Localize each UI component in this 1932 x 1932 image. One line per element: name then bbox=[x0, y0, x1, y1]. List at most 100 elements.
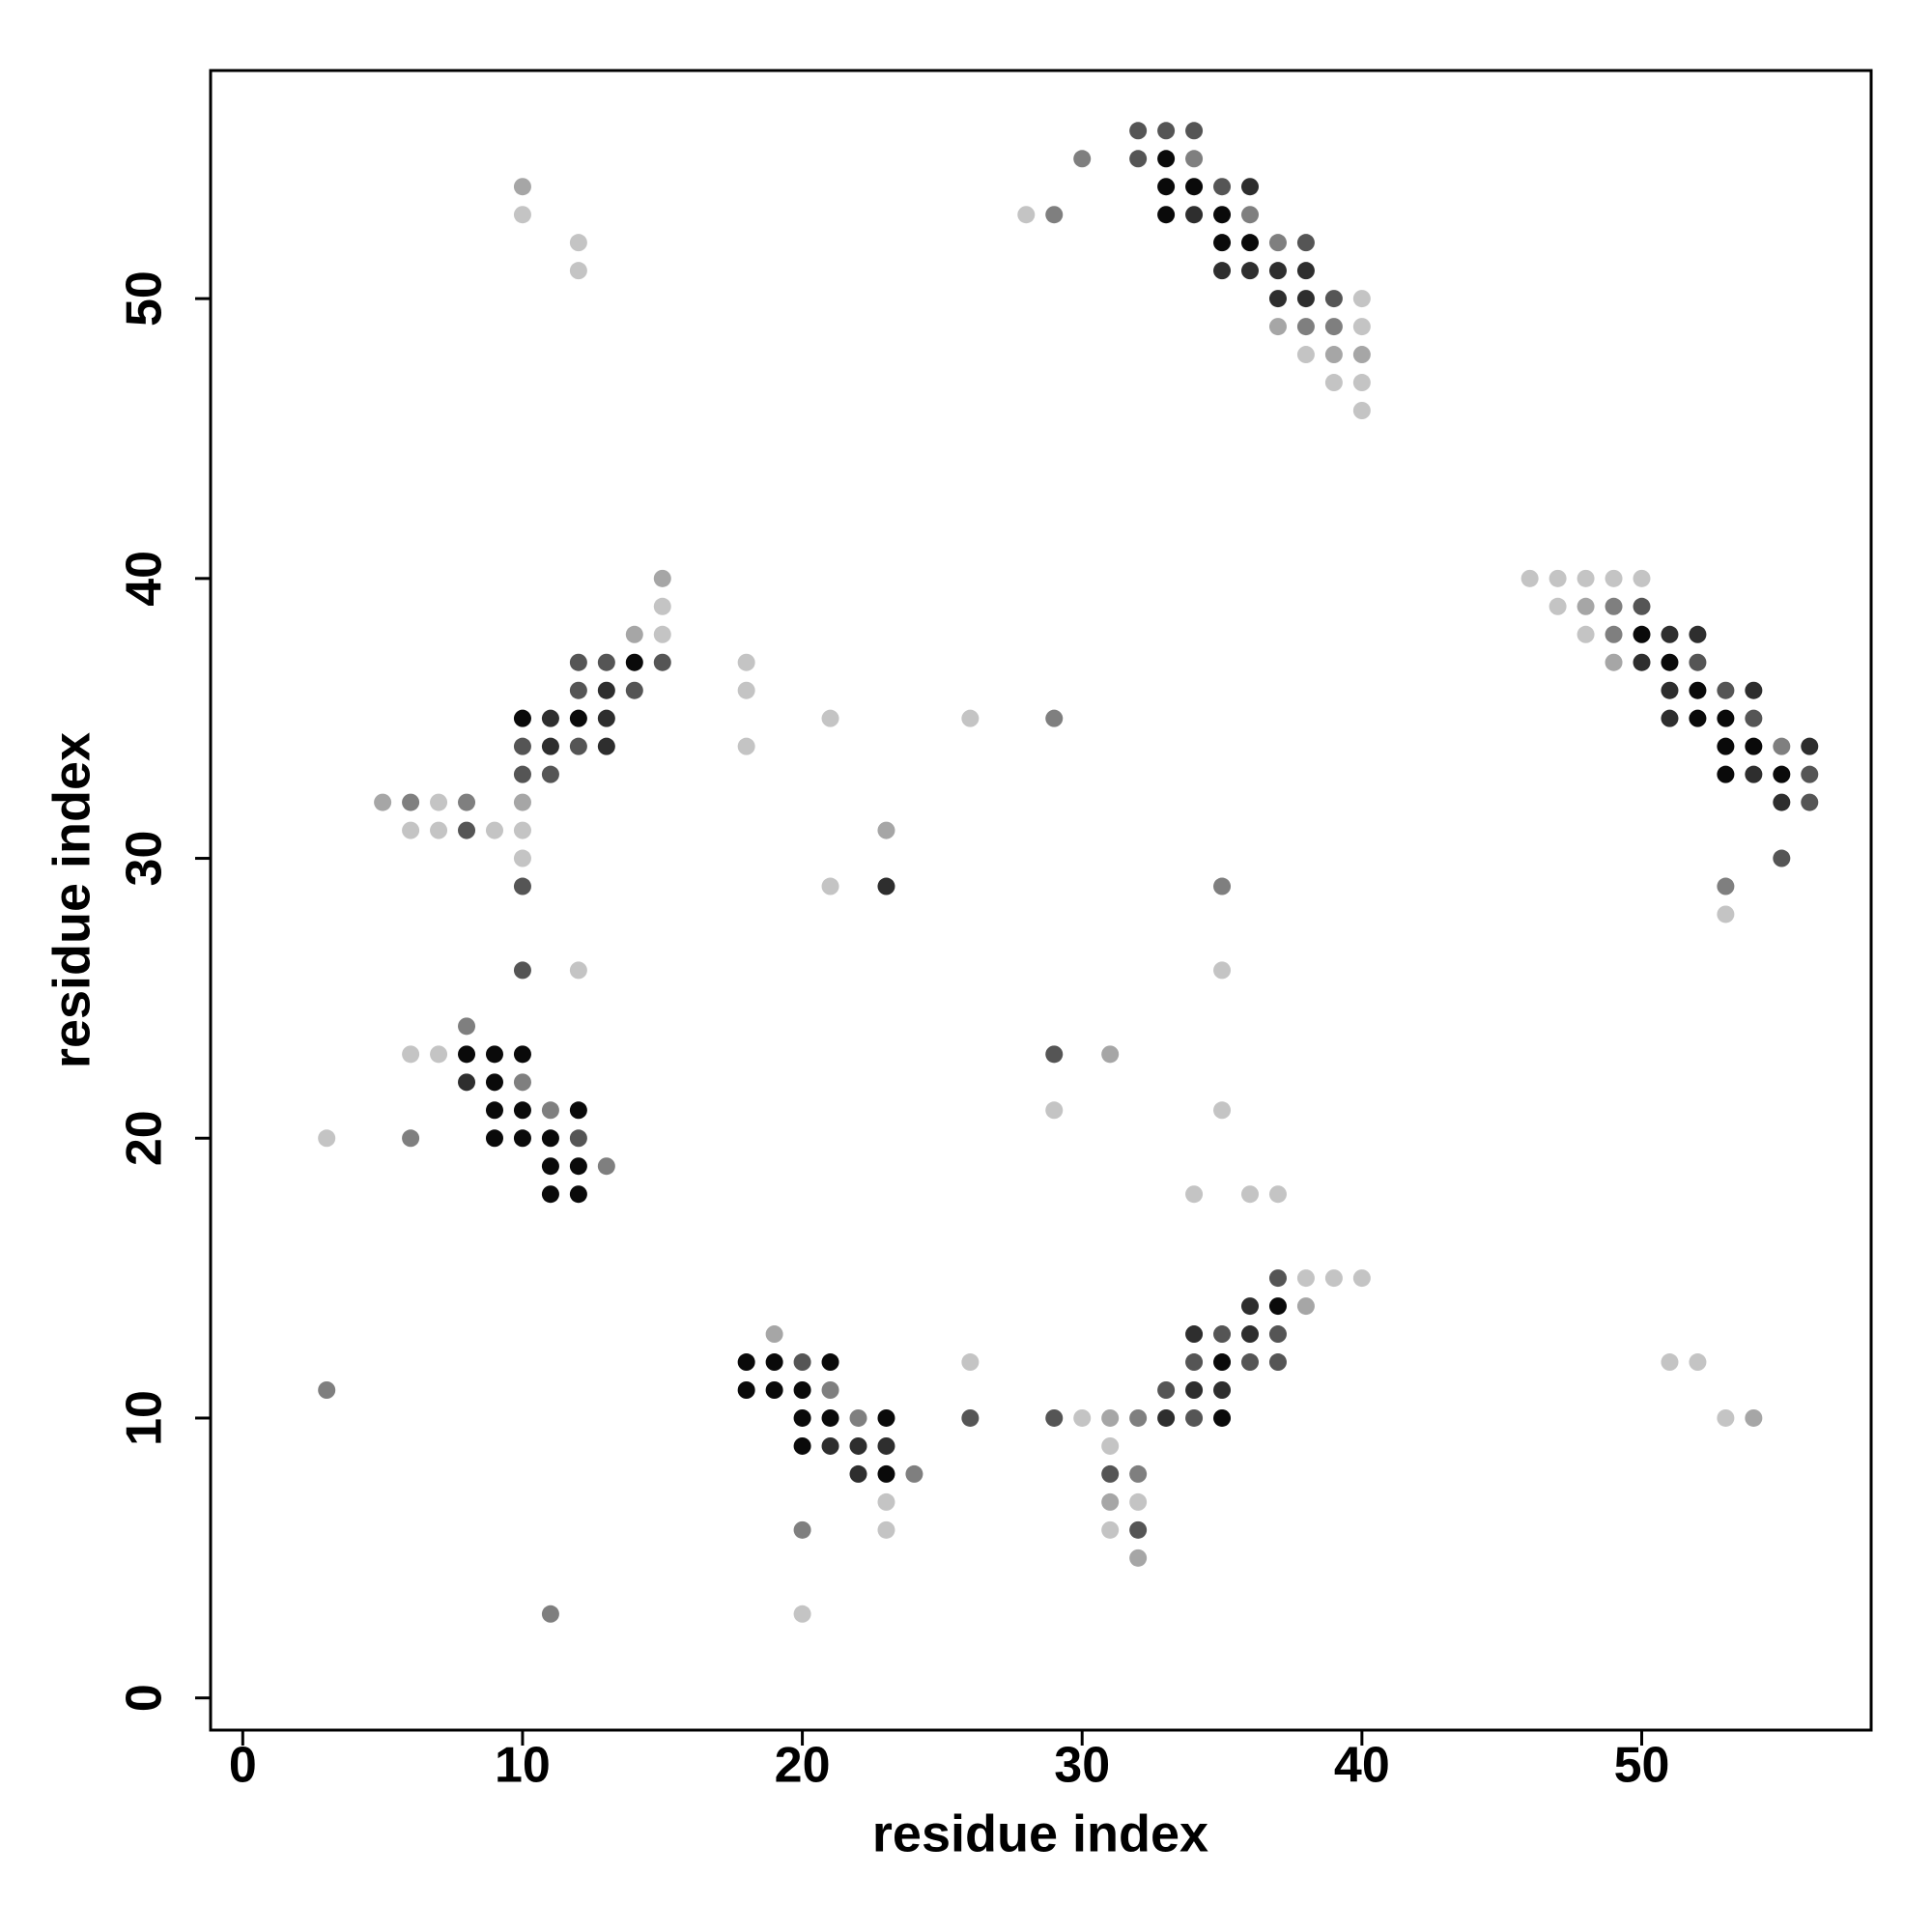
point bbox=[821, 1408, 839, 1427]
point bbox=[1213, 961, 1232, 980]
y-tick-label: 40 bbox=[117, 551, 173, 607]
point bbox=[737, 737, 755, 755]
point bbox=[653, 597, 671, 615]
point bbox=[569, 737, 587, 755]
point bbox=[541, 1101, 559, 1120]
point bbox=[1577, 625, 1595, 643]
point bbox=[513, 961, 531, 980]
point bbox=[541, 1185, 559, 1204]
point bbox=[1185, 178, 1204, 196]
point bbox=[1773, 793, 1791, 811]
y-tick-label: 30 bbox=[117, 831, 173, 887]
point bbox=[541, 737, 559, 755]
point bbox=[402, 821, 420, 839]
point bbox=[653, 625, 671, 643]
point bbox=[569, 234, 587, 252]
point bbox=[1296, 262, 1315, 280]
point bbox=[1241, 234, 1260, 252]
point bbox=[513, 821, 531, 839]
point bbox=[485, 1129, 503, 1148]
point bbox=[430, 793, 448, 811]
point bbox=[653, 569, 671, 587]
point bbox=[569, 961, 587, 980]
point bbox=[737, 1380, 755, 1399]
point bbox=[1717, 1408, 1735, 1427]
point bbox=[597, 737, 615, 755]
point bbox=[821, 877, 839, 895]
point bbox=[1296, 318, 1315, 336]
point bbox=[513, 849, 531, 867]
x-tick-label: 30 bbox=[1054, 1738, 1110, 1794]
y-tick-label: 20 bbox=[117, 1110, 173, 1166]
point bbox=[1268, 1325, 1287, 1344]
point bbox=[1717, 681, 1735, 699]
x-tick-label: 0 bbox=[229, 1738, 257, 1794]
point bbox=[1548, 597, 1567, 615]
x-tick-label: 40 bbox=[1334, 1738, 1390, 1794]
point bbox=[793, 1353, 811, 1372]
point bbox=[793, 1380, 811, 1399]
point bbox=[318, 1380, 336, 1399]
point bbox=[1717, 709, 1735, 727]
point bbox=[569, 709, 587, 727]
x-tick-label: 50 bbox=[1614, 1738, 1670, 1794]
point bbox=[793, 1605, 811, 1623]
point bbox=[1213, 234, 1232, 252]
point bbox=[374, 793, 392, 811]
point bbox=[1268, 1297, 1287, 1316]
point bbox=[1157, 178, 1176, 196]
point bbox=[458, 1045, 476, 1064]
point bbox=[877, 821, 895, 839]
point bbox=[737, 653, 755, 671]
point bbox=[625, 653, 643, 671]
point bbox=[877, 1408, 895, 1427]
point bbox=[1157, 1380, 1176, 1399]
point bbox=[961, 1353, 980, 1372]
y-tick-label: 50 bbox=[117, 270, 173, 327]
point bbox=[1352, 318, 1371, 336]
point bbox=[1352, 402, 1371, 420]
point bbox=[402, 1129, 420, 1148]
point bbox=[458, 793, 476, 811]
point bbox=[625, 681, 643, 699]
x-tick-label: 10 bbox=[495, 1738, 551, 1794]
point bbox=[1129, 122, 1148, 140]
point bbox=[1689, 709, 1707, 727]
point bbox=[1633, 625, 1651, 643]
point bbox=[877, 1464, 895, 1483]
point bbox=[513, 877, 531, 895]
point bbox=[1268, 262, 1287, 280]
point bbox=[653, 653, 671, 671]
point bbox=[737, 681, 755, 699]
point bbox=[1157, 206, 1176, 224]
point bbox=[430, 821, 448, 839]
point bbox=[1213, 1101, 1232, 1120]
point bbox=[1157, 122, 1176, 140]
point bbox=[765, 1380, 783, 1399]
point bbox=[1296, 234, 1315, 252]
point bbox=[318, 1129, 336, 1148]
point bbox=[793, 1408, 811, 1427]
point bbox=[1185, 1325, 1204, 1344]
point bbox=[1577, 569, 1595, 587]
point bbox=[1213, 178, 1232, 196]
point bbox=[1745, 737, 1763, 755]
point bbox=[541, 765, 559, 783]
point bbox=[485, 1073, 503, 1092]
point bbox=[1605, 597, 1623, 615]
point bbox=[1745, 765, 1763, 783]
point bbox=[541, 1157, 559, 1176]
point bbox=[597, 681, 615, 699]
point bbox=[1268, 234, 1287, 252]
point bbox=[1717, 905, 1735, 923]
point bbox=[849, 1408, 867, 1427]
point bbox=[1241, 262, 1260, 280]
y-axis-title: residue index bbox=[43, 732, 100, 1068]
point bbox=[1352, 1269, 1371, 1288]
point bbox=[1689, 681, 1707, 699]
point bbox=[513, 1129, 531, 1148]
point bbox=[1745, 1408, 1763, 1427]
point bbox=[1185, 122, 1204, 140]
point bbox=[1661, 681, 1679, 699]
point bbox=[513, 178, 531, 196]
